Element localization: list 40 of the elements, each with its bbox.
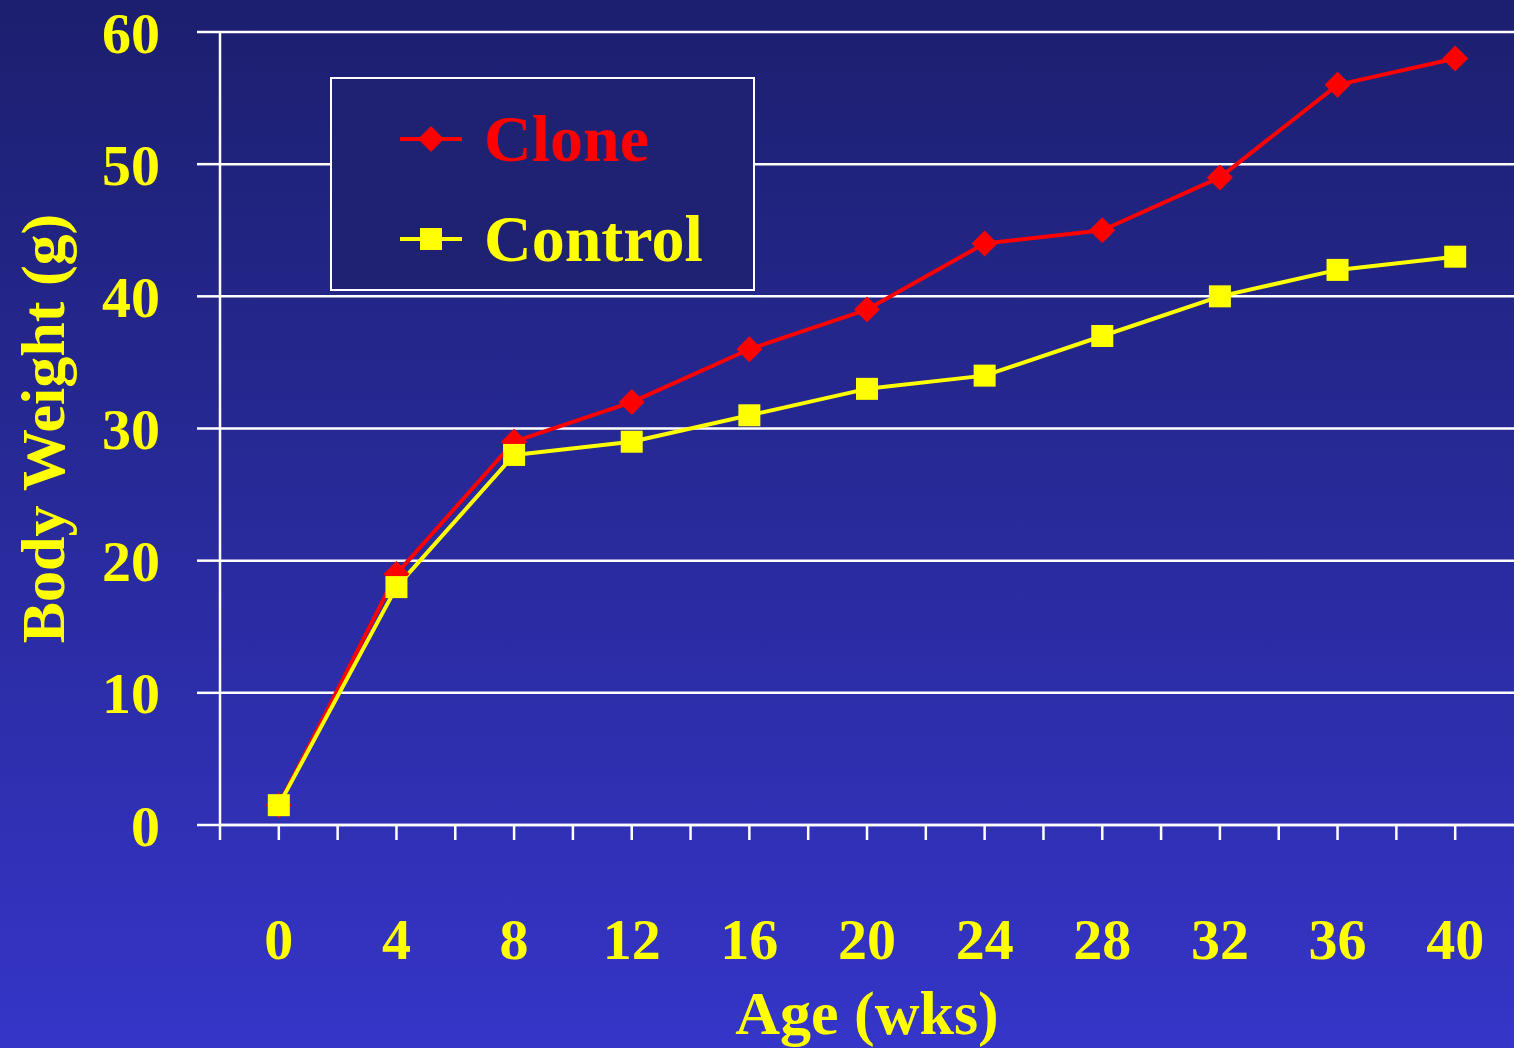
y-tick-label: 30 [102,397,160,463]
point [385,576,408,599]
point [503,443,526,466]
x-tick-label: 12 [602,907,661,973]
y-tick-label: 40 [102,264,160,330]
point [1326,258,1349,281]
point [738,404,761,427]
x-axis-title: Age (wks) [735,979,999,1048]
point [1091,324,1114,347]
x-tick-label: 28 [1073,907,1132,973]
point [856,377,878,400]
x-tick-label: 16 [720,907,779,973]
point [1089,217,1116,244]
y-axis-title: Body Weight (g) [9,213,79,644]
legend-label: Clone [484,101,649,177]
point [1324,71,1351,98]
point [1442,45,1469,72]
y-tick-label: 60 [102,0,160,66]
y-tick-label: 10 [102,661,160,727]
y-tick-label: 20 [102,529,160,595]
point [618,389,645,416]
y-tick-label: 50 [102,132,160,198]
x-tick-label: 8 [499,907,529,973]
y-tick-label: 0 [131,793,160,859]
point [1206,164,1233,191]
legend-label: Control [484,201,703,277]
point [620,430,643,453]
x-tick-label: 40 [1426,907,1485,973]
point [854,296,880,323]
x-tick-label: 0 [264,907,294,973]
x-tick-label: 20 [838,907,896,973]
x-tick-label: 4 [381,907,411,973]
point [973,364,996,387]
x-tick-label: 32 [1190,907,1249,973]
point [1208,285,1231,308]
point [736,336,763,363]
point [1444,245,1467,268]
point [971,230,998,257]
x-tick-label: 24 [955,907,1014,973]
x-tick-label: 36 [1308,907,1367,973]
